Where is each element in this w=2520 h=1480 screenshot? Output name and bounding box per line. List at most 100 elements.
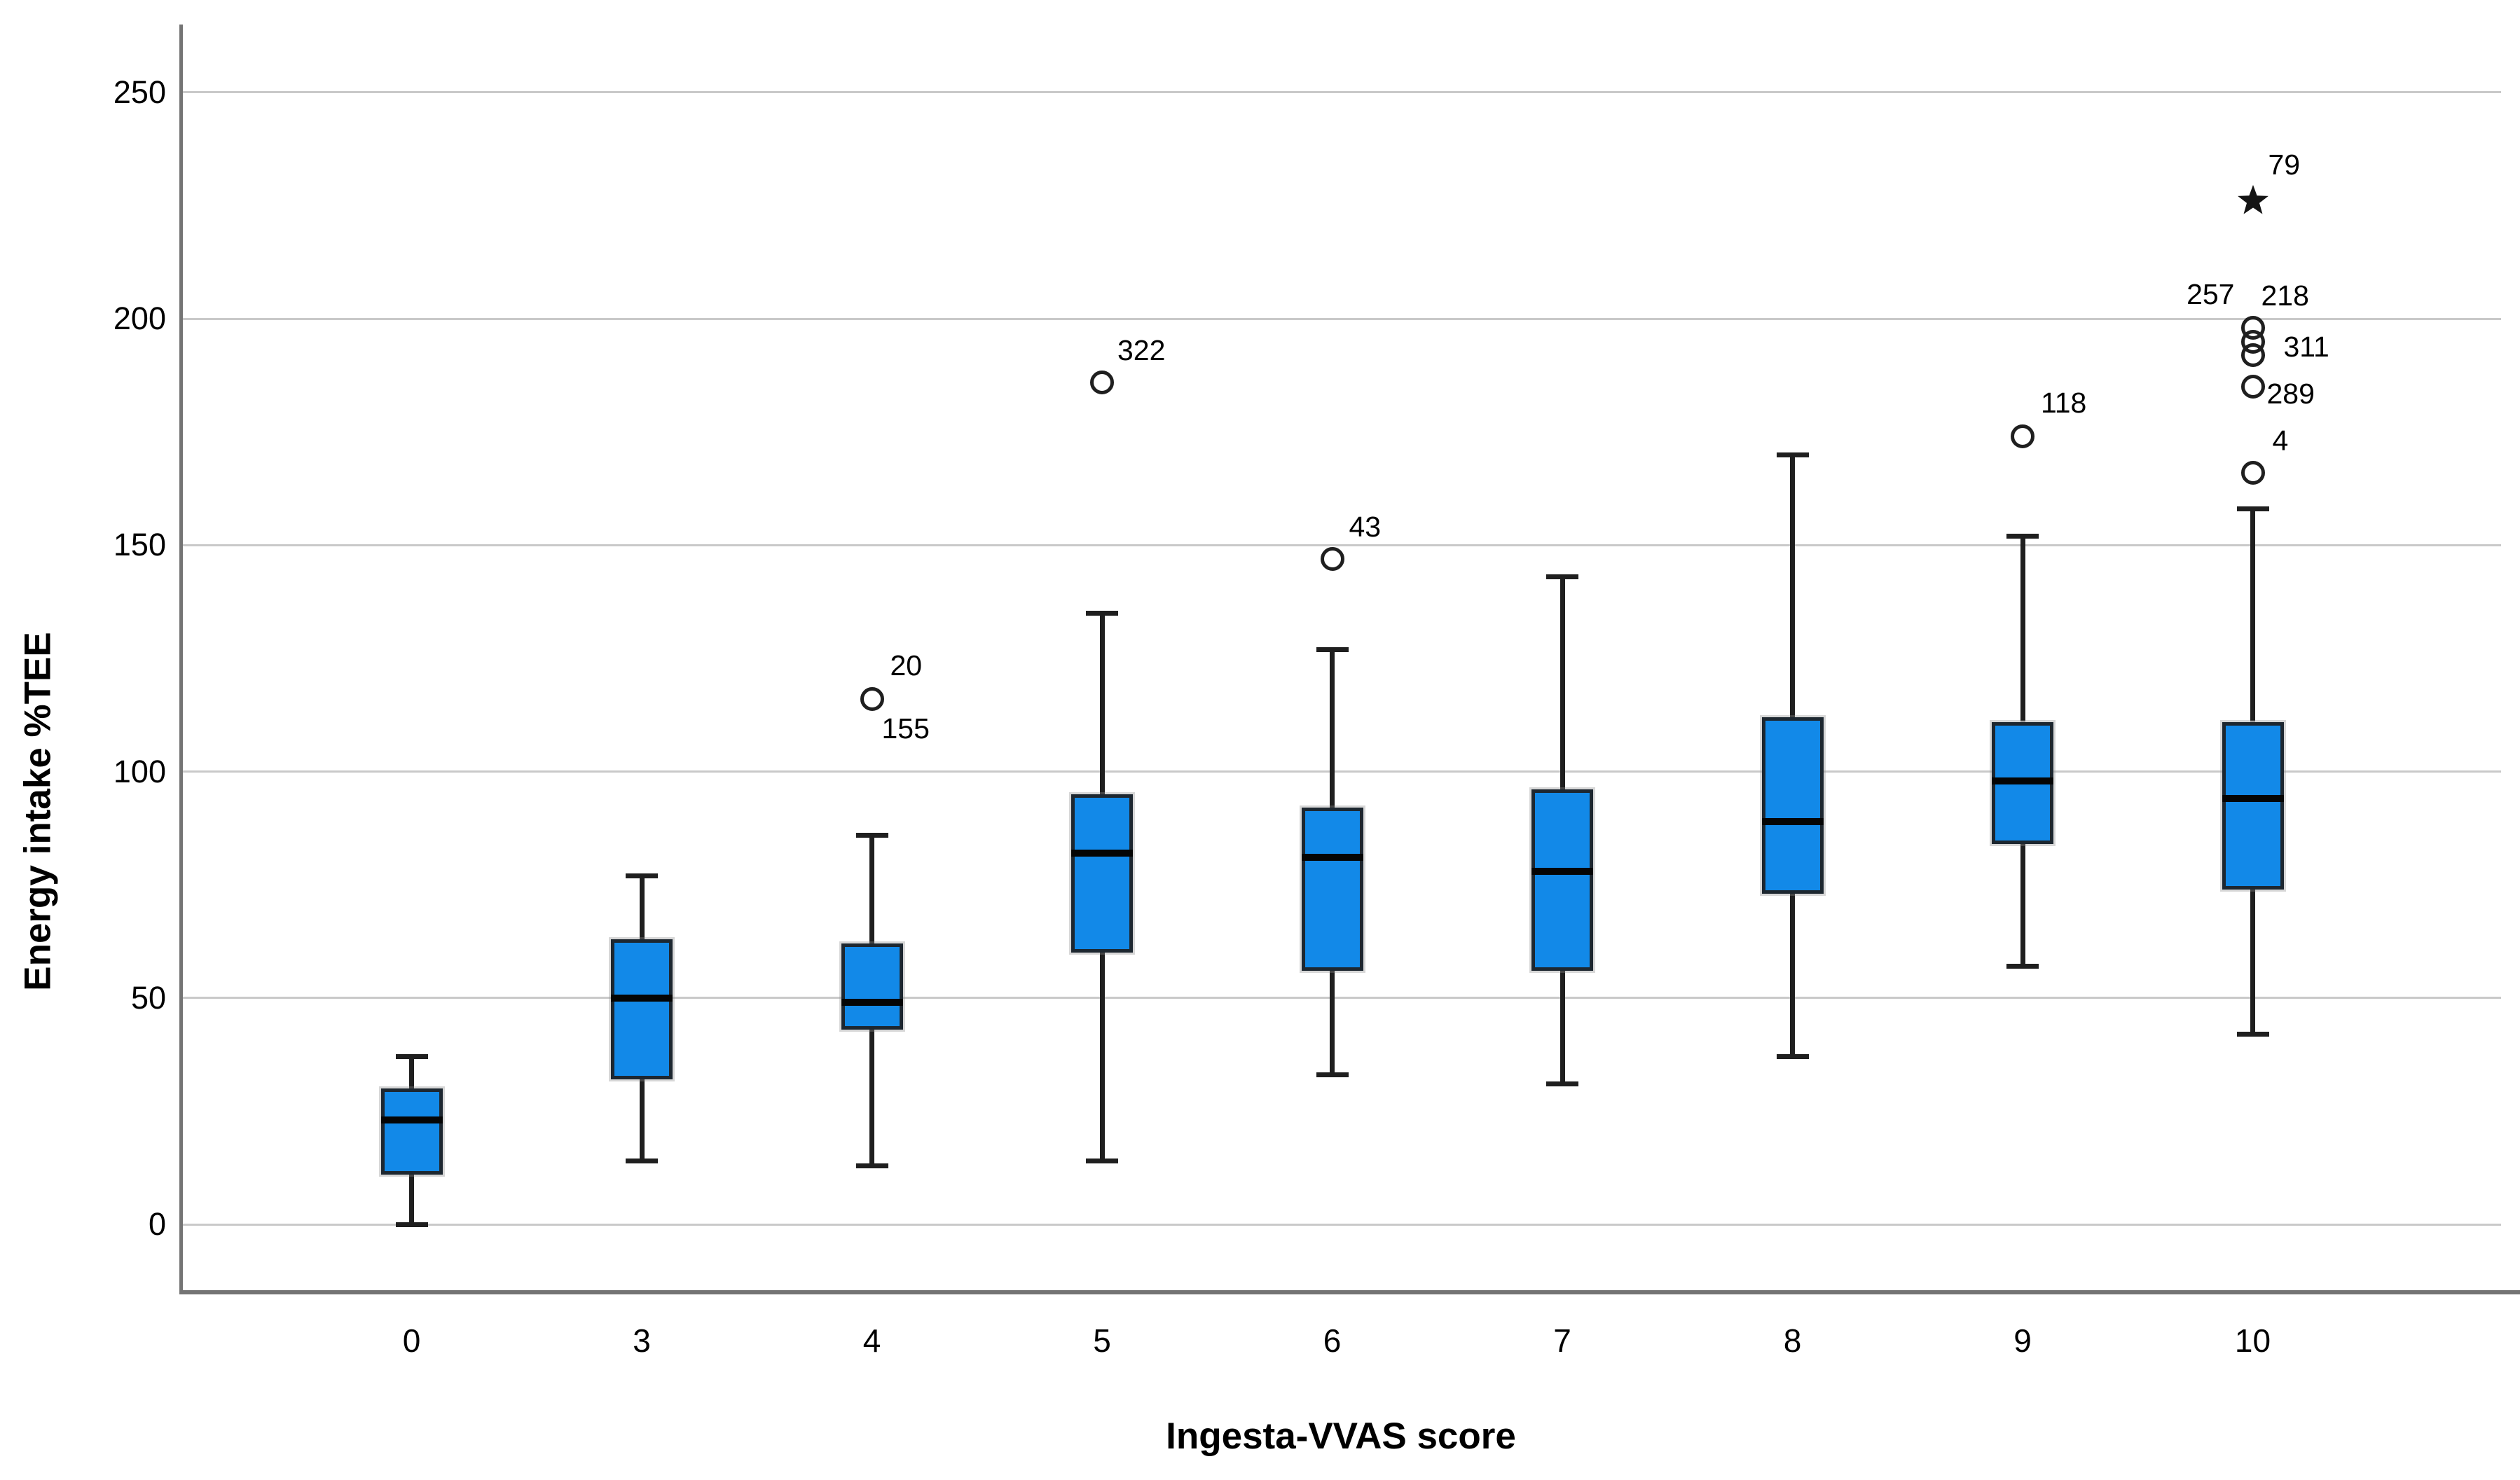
y-tick-label: 250 [113,74,166,110]
whisker-upper-cap [1086,610,1118,616]
whisker-upper-stem [1099,613,1105,794]
box-score-3 [611,939,673,1080]
whisker-lower-cap [1316,1072,1349,1078]
median-line [1992,777,2053,784]
outlier-case-label: 155 [881,712,930,745]
x-axis-line [179,1290,2520,1294]
whisker-upper-cap [855,832,888,838]
whisker-upper-cap [395,1054,428,1060]
x-category-label: 3 [633,1322,651,1359]
whisker-upper-stem [1330,649,1335,808]
box-score-6 [1301,808,1363,971]
y-tick-label: 100 [113,753,166,789]
x-category-label: 5 [1093,1322,1111,1359]
whisker-lower-cap [1546,1081,1578,1087]
whisker-lower-stem [1559,971,1565,1084]
y-tick-label: 150 [113,527,166,563]
y-tick-label: 50 [130,979,166,1016]
gridline-y [181,544,2501,546]
whisker-upper-cap [1776,452,1809,457]
whisker-upper-cap [626,873,658,878]
x-category-label: 0 [402,1322,421,1359]
whisker-upper-stem [869,835,874,944]
box-score-8 [1761,717,1824,894]
whisker-lower-cap [395,1222,428,1227]
gridline-y [181,1223,2501,1226]
median-line [1071,849,1133,857]
whisker-upper-stem [639,876,645,939]
y-tick-label: 200 [113,300,166,337]
whisker-upper-cap [2236,506,2269,512]
y-axis-title: Energy intake %TEE [17,632,59,991]
outlier-circle [860,687,884,712]
whisker-lower-stem [1099,953,1105,1161]
outlier-case-label: 79 [2268,148,2301,181]
whisker-upper-stem [1559,576,1565,790]
gridline-y [181,770,2501,773]
median-line [1531,867,1593,875]
whisker-lower-stem [1330,971,1335,1075]
outlier-circle [2240,460,2265,485]
outlier-case-label: 322 [1117,333,1166,366]
outlier-case-label: 4 [2272,424,2289,457]
whisker-lower-cap [1086,1159,1118,1164]
whisker-upper-cap [2006,533,2039,539]
x-axis-title: Ingesta-VVAS score [1166,1416,1516,1457]
whisker-upper-cap [1546,574,1578,580]
x-category-label: 4 [862,1322,881,1359]
whisker-lower-stem [869,1030,874,1166]
box-score-4 [841,943,903,1030]
x-category-label: 7 [1553,1322,1571,1359]
median-line [1301,854,1363,862]
whisker-lower-stem [2020,844,2025,967]
whisker-lower-cap [2006,964,2039,969]
whisker-upper-stem [1790,455,1795,718]
whisker-upper-stem [409,1056,414,1089]
outlier-case-label: 20 [890,649,923,682]
whisker-lower-stem [2250,889,2255,1035]
gridline-y [181,997,2501,1000]
whisker-lower-stem [409,1174,414,1225]
outlier-case-label: 43 [1349,510,1382,543]
whisker-upper-cap [1316,646,1349,652]
outlier-case-label: 289 [2266,378,2315,410]
median-line [841,999,903,1007]
outlier-circle [2240,375,2265,399]
outlier-case-label: 218 [2261,279,2309,312]
box-score-0 [380,1088,443,1175]
star-icon [2237,185,2268,214]
whisker-lower-stem [1790,894,1795,1057]
whisker-lower-cap [626,1159,658,1164]
median-line [2222,795,2284,803]
y-axis-line [179,25,183,1294]
x-category-label: 9 [2013,1322,2032,1359]
outlier-case-label: 311 [2283,330,2329,363]
whisker-lower-cap [855,1163,888,1168]
plot-area [179,25,2520,1294]
whisker-lower-stem [639,1079,645,1161]
box-score-7 [1531,789,1593,971]
whisker-lower-cap [2236,1032,2269,1037]
box-score-10 [2222,721,2284,890]
median-line [611,994,673,1002]
gridline-y [181,91,2501,94]
outlier-circle [2240,343,2265,367]
outlier-case-label: 118 [2041,387,2087,420]
outlier-case-label: 257 [2187,278,2235,311]
outlier-circle [2011,424,2034,449]
gridline-y [181,317,2501,320]
outlier-circle [1320,546,1344,571]
x-category-label: 8 [1783,1322,1802,1359]
outlier-circle [1090,370,1114,394]
box-score-5 [1071,794,1133,953]
y-tick-label: 0 [148,1206,166,1243]
x-category-label: 6 [1323,1322,1342,1359]
median-line [1761,817,1824,825]
extreme-asterisk-marker [2236,184,2270,218]
whisker-upper-stem [2250,509,2255,722]
whisker-lower-cap [1776,1054,1809,1060]
x-category-label: 10 [2234,1322,2271,1359]
median-line [380,1116,443,1124]
whisker-upper-stem [2020,536,2025,722]
